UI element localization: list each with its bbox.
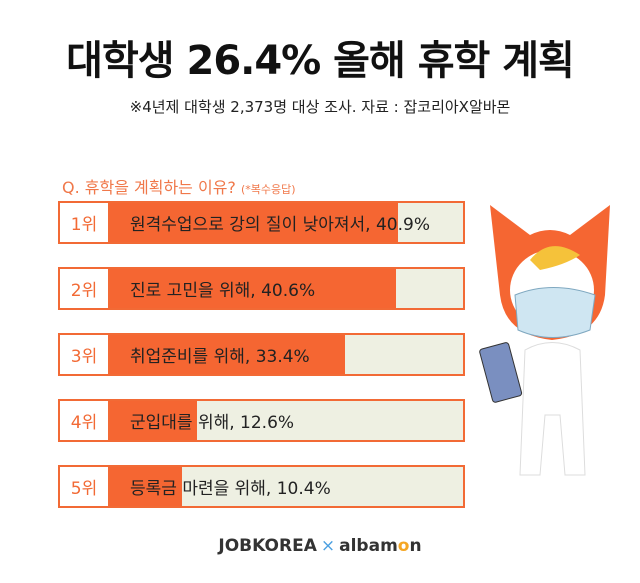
bar-label: 원격수업으로 강의 질이 낮아져서, 40.9%: [130, 215, 430, 235]
subtitle: ※4년제 대학생 2,373명 대상 조사. 자료 : 잡코리아X알바몬: [129, 98, 511, 116]
bar: [108, 401, 198, 440]
bar-row: 2위 진로 고민을 위해, 40.6%: [58, 267, 465, 310]
bar-label: 진로 고민을 위해, 40.6%: [130, 281, 316, 301]
brand-logo: JOBKOREA × albamon: [0, 536, 640, 556]
question-note: (*복수응답): [241, 183, 296, 196]
bar: [108, 335, 346, 374]
bar: [108, 269, 397, 308]
bar: [108, 467, 182, 506]
rank-label: 4위: [60, 401, 110, 440]
albamon-logo-n: n: [409, 536, 422, 556]
bar-row: 4위 군입대를 위해, 12.6%: [58, 399, 465, 442]
rank-label: 5위: [60, 467, 110, 506]
bar-row: 1위 원격수업으로 강의 질이 낮아져서, 40.9%: [58, 201, 465, 244]
bar: [108, 203, 399, 242]
page-title: 대학생 26.4% 올해 휴학 계획: [66, 38, 575, 84]
bar-label: 등록금 마련을 위해, 10.4%: [130, 479, 331, 499]
logo-separator: ×: [320, 536, 336, 556]
mascot-illustration: [479, 205, 610, 476]
bar-row: 3위 취업준비를 위해, 33.4%: [58, 333, 465, 376]
chart-title: Q. 휴학을 계획하는 이유? (*복수응답): [62, 174, 296, 198]
question-text: Q. 휴학을 계획하는 이유?: [62, 178, 236, 197]
rank-label: 3위: [60, 335, 110, 374]
bar-label: 취업준비를 위해, 33.4%: [130, 347, 310, 367]
jobkorea-logo: JOBKOREA: [218, 536, 317, 556]
rank-label: 1위: [60, 203, 110, 242]
bar-row: 5위 등록금 마련을 위해, 10.4%: [58, 465, 465, 508]
bar-label: 군입대를 위해, 12.6%: [130, 413, 295, 433]
rank-label: 2위: [60, 269, 110, 308]
albamon-logo: albam: [339, 536, 398, 556]
albamon-logo-o: o: [397, 536, 410, 556]
